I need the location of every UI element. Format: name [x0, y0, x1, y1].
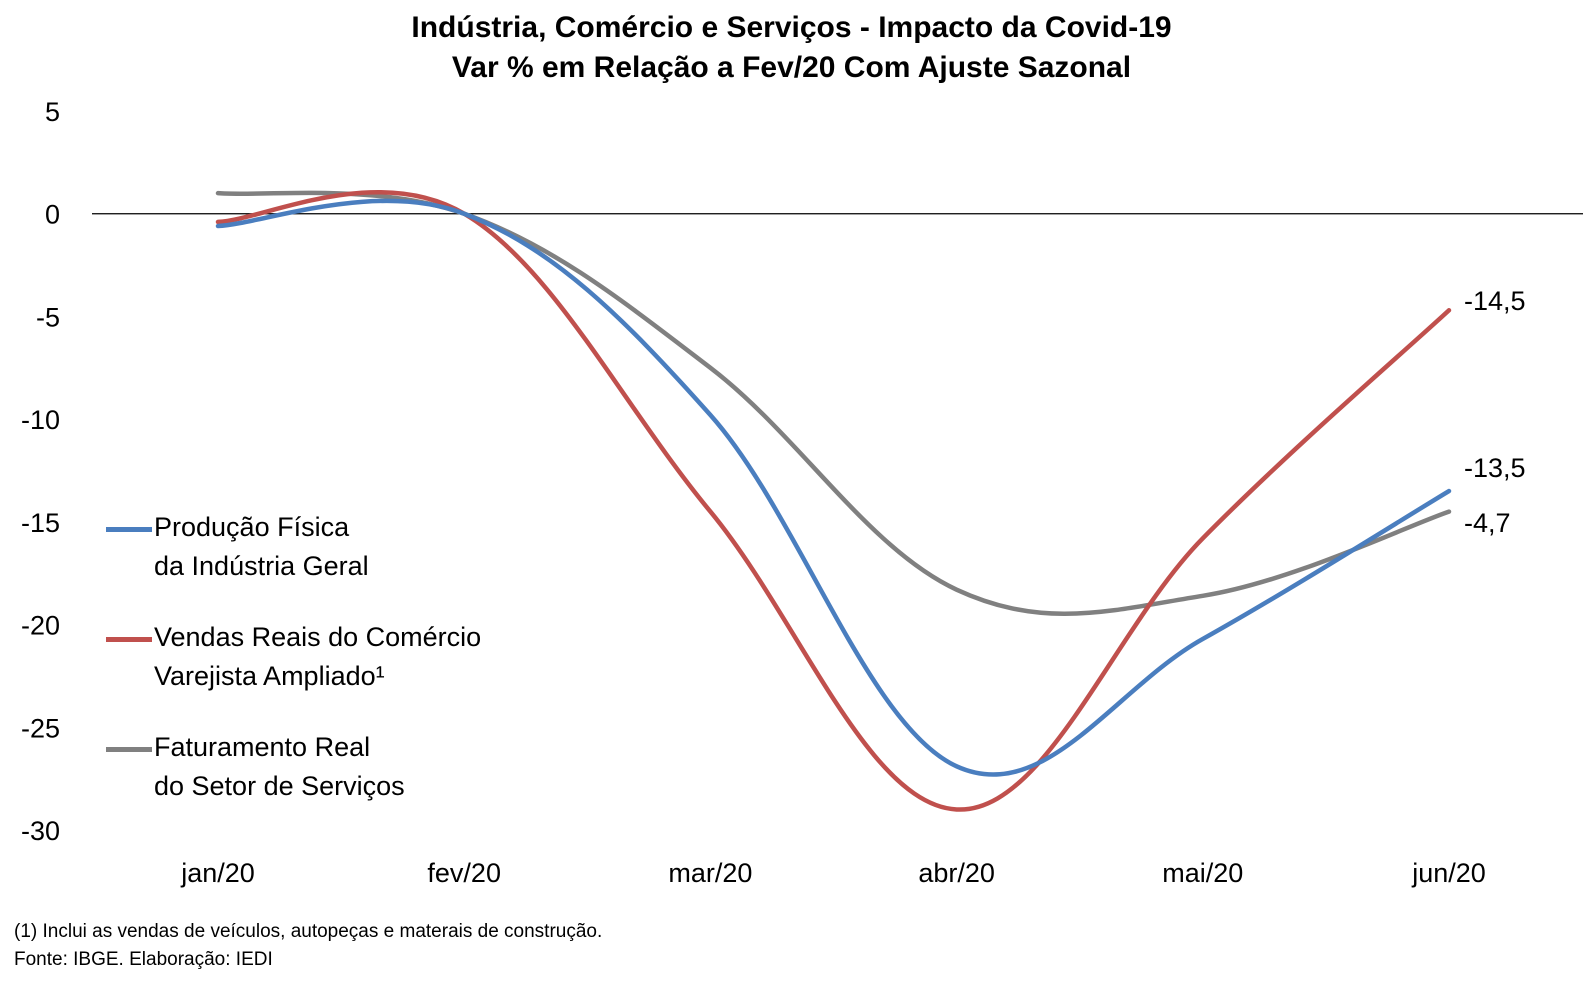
legend-item: Produção Física da Indústria Geral [106, 508, 546, 618]
x-tick-label: jun/20 [1411, 858, 1486, 888]
legend-item: Faturamento Real do Setor de Serviços [106, 728, 546, 838]
y-tick-label: -20 [21, 611, 60, 641]
y-tick-label: -30 [21, 816, 60, 846]
chart-title-line2: Var % em Relação a Fev/20 Com Ajuste Saz… [451, 51, 1132, 84]
end-value-label: -13,5 [1464, 453, 1526, 483]
legend-swatch [106, 747, 152, 752]
y-tick-label: -5 [36, 302, 60, 332]
footnote-note: (1) Inclui as vendas de veículos, autope… [14, 921, 603, 942]
legend-swatch [106, 637, 152, 642]
y-tick-label: 0 [45, 200, 60, 230]
legend-swatch [106, 527, 152, 532]
y-axis-ticks: 5 0 -5 -10 -15 -20 -25 -30 [21, 97, 60, 846]
x-tick-label: fev/20 [427, 858, 501, 888]
y-tick-label: -15 [21, 508, 60, 538]
series-line-0 [215, 198, 1452, 777]
series-lines [215, 189, 1452, 812]
legend: Produção Física da Indústria Geral Vendas… [106, 508, 546, 838]
x-axis-ticks: jan/20 fev/20 mar/20 abr/20 mai/20 jun/20 [180, 858, 1486, 888]
end-labels: -13,5 -4,7 -14,5 [1464, 286, 1526, 538]
x-tick-label: mar/20 [668, 858, 752, 888]
chart-title: Indústria, Comércio e Serviços - Impacto… [0, 8, 1583, 88]
end-value-label: -14,5 [1464, 286, 1526, 316]
legend-label: Produção Física da Indústria Geral [154, 512, 369, 581]
x-tick-label: abr/20 [918, 858, 995, 888]
end-value-label: -4,7 [1464, 508, 1511, 538]
legend-label: Faturamento Real do Setor de Serviços [154, 732, 405, 801]
y-tick-label: 5 [45, 97, 60, 127]
legend-item: Vendas Reais do Comércio Varejista Ampli… [106, 618, 546, 728]
y-tick-label: -25 [21, 713, 60, 743]
legend-label: Vendas Reais do Comércio Varejista Ampli… [154, 622, 482, 691]
y-tick-label: -10 [21, 405, 60, 435]
x-tick-label: jan/20 [180, 858, 255, 888]
x-tick-label: mai/20 [1162, 858, 1243, 888]
footnote-source: Fonte: IBGE. Elaboração: IEDI [14, 949, 273, 970]
chart-title-line1: Indústria, Comércio e Serviços - Impacto… [411, 11, 1172, 44]
